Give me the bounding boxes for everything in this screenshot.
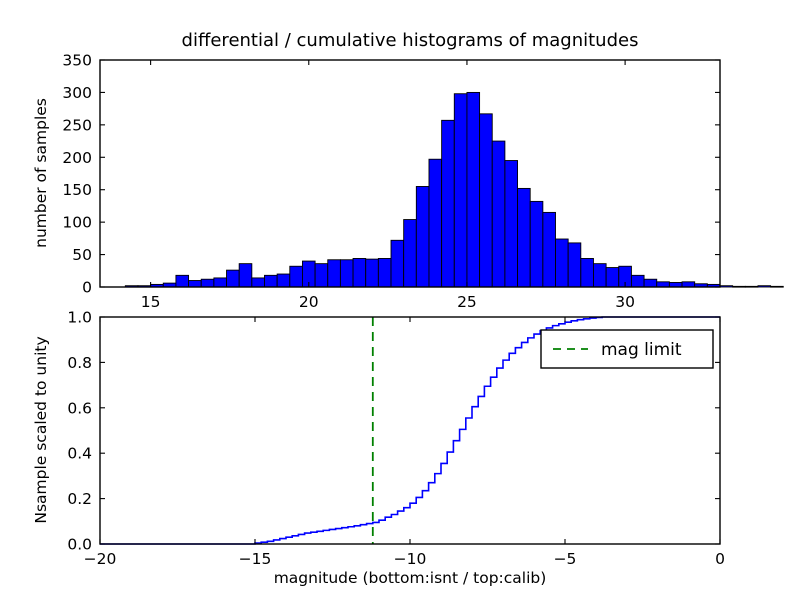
histogram-bar [264,275,277,287]
legend: mag limit [541,330,713,368]
histogram-bar [593,264,606,287]
histogram-bar [682,282,695,287]
top-axes: differential / cumulative histograms of … [32,30,800,311]
histogram-bar [378,258,391,287]
histogram-bar [315,264,328,287]
histogram-bar [391,240,404,287]
histogram-bar [530,201,543,287]
histogram-bar [631,275,644,287]
page-title: differential / cumulative histograms of … [182,30,639,51]
histogram-bar [227,270,240,287]
top-y-tick-label: 250 [62,116,92,134]
histogram-bar [429,159,442,287]
top-y-tick-label: 300 [62,84,92,102]
histogram-bar [277,274,290,287]
histogram-bar [745,286,758,287]
histogram-bar [442,120,455,287]
histogram-bar [176,275,189,287]
histogram-bar [340,260,353,287]
histogram-bar [568,243,581,287]
histogram-bar [505,161,518,287]
bottom-y-axis-label: Nsample scaled to unity [32,336,50,523]
histogram-bar [518,188,531,287]
bottom-y-tick-label: 1.0 [67,309,92,327]
histogram-bar [201,279,214,287]
histogram-bar [480,114,493,287]
histogram-bar [720,286,733,287]
histogram-bar [239,264,252,287]
histogram-bar [467,92,480,287]
bottom-x-tick-label: −20 [84,550,117,568]
bottom-x-tick-label: −15 [239,550,272,568]
histogram-bar [353,258,366,287]
bottom-y-tick-label: 0.6 [67,399,92,417]
histogram-bar [189,281,202,287]
top-y-tick-label: 50 [72,246,92,264]
histogram-bar [366,259,379,287]
histogram-bar [492,141,505,287]
histogram-bar [581,258,594,287]
bottom-x-tick-label: 0 [715,550,725,568]
histogram-bar [214,278,227,287]
bottom-x-tick-label: −5 [554,550,577,568]
top-y-tick-label: 0 [82,279,92,297]
histogram-bar [328,260,341,287]
histogram-bar [416,186,429,287]
top-x-tick-label: 25 [457,293,477,311]
bottom-y-tick-label: 0.2 [67,490,92,508]
histogram-bar [454,94,467,287]
top-x-tick-label: 30 [615,293,635,311]
histogram-bar [733,286,746,287]
histogram-bar [252,278,265,287]
bottom-y-tick-label: 0.4 [67,445,92,463]
top-x-tick-label: 20 [299,293,319,311]
top-y-axis-label: number of samples [32,98,50,248]
histogram-bar [771,286,784,287]
legend-label-mag-limit: mag limit [601,340,682,360]
histogram-bar [644,279,657,287]
bottom-axes: 0.00.20.40.60.81.0 −20−15−10−50 Nsample … [32,309,725,588]
histogram-bar [657,282,670,287]
top-y-tick-label: 350 [62,52,92,70]
histogram-bar [556,239,569,287]
histogram-bar [606,268,619,287]
top-x-tick-label: 15 [141,293,161,311]
bottom-x-tick-label: −10 [394,550,427,568]
histogram-bar [404,220,417,287]
bottom-x-axis-label: magnitude (bottom:isnt / top:calib) [274,569,547,587]
histogram-bar [543,212,556,287]
histogram-bar [290,266,303,287]
histogram-bars [125,92,800,287]
top-y-tick-label: 100 [62,214,92,232]
histogram-bar [758,286,771,287]
top-y-tick-label: 200 [62,149,92,167]
top-y-tick-label: 150 [62,181,92,199]
bottom-y-tick-label: 0.8 [67,354,92,372]
figure-canvas: differential / cumulative histograms of … [0,0,800,600]
